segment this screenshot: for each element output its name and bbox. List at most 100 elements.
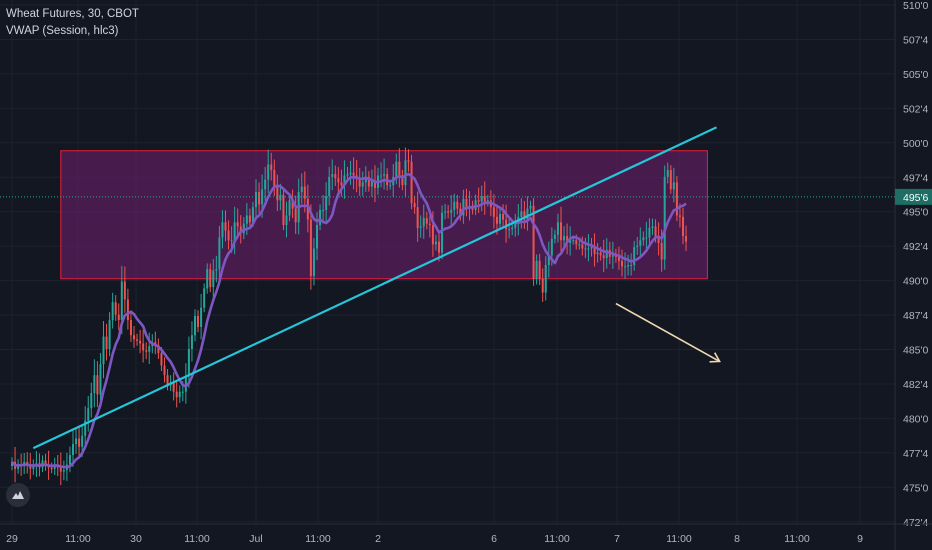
candle-body (678, 215, 681, 217)
y-tick-label: 505'0 (903, 69, 929, 81)
y-tick-label: 475'0 (903, 482, 929, 494)
candle-body (206, 269, 209, 289)
candle-body (105, 336, 108, 350)
candle-body (126, 299, 129, 321)
candle-body (230, 240, 233, 242)
candle-body (425, 218, 428, 224)
candle-body (486, 200, 489, 202)
candle-body (642, 237, 645, 241)
candle-body (590, 247, 593, 249)
candle-body (11, 461, 13, 467)
arrow-head (709, 352, 721, 363)
candle-body (264, 179, 267, 190)
y-tick-label: 510'0 (903, 0, 929, 12)
candle-body (556, 222, 559, 235)
candle-body (538, 260, 541, 279)
candle-body (492, 207, 495, 217)
candle-body (343, 175, 346, 186)
candle-body (361, 182, 364, 187)
candle-body (303, 186, 306, 199)
last-price-label: 495'6 (903, 192, 929, 204)
candle-body (62, 470, 65, 472)
candle-body (93, 375, 96, 394)
candle-body (428, 223, 431, 226)
candle-body (383, 174, 386, 176)
candle-body (251, 207, 254, 223)
x-tick-label: 6 (491, 533, 497, 545)
candle-body (404, 160, 407, 186)
candle-body (17, 464, 20, 469)
y-tick-label: 492'4 (903, 241, 929, 253)
y-tick-label: 500'0 (903, 138, 929, 150)
candle-body (651, 226, 654, 228)
candle-body (624, 266, 627, 268)
candle-body (495, 216, 498, 224)
candle-body (29, 464, 32, 469)
candle-body (480, 196, 483, 202)
y-tick-label: 495'0 (903, 207, 929, 219)
x-tick-label: 11:00 (65, 533, 91, 545)
candle-body (218, 237, 221, 270)
candle-body (550, 238, 553, 256)
candle-body (358, 178, 361, 187)
candle-body (636, 245, 639, 248)
candle-body (505, 219, 508, 230)
candle-body (587, 248, 590, 250)
candle-body (575, 240, 578, 245)
candle-body (682, 216, 684, 237)
candle-body (187, 349, 190, 377)
candle-body (288, 200, 291, 216)
candle-body (334, 174, 337, 179)
projection-arrow[interactable] (615, 302, 720, 363)
x-tick-label: 11:00 (544, 533, 570, 545)
y-tick-label: 507'4 (903, 34, 929, 46)
candle-body (166, 375, 169, 385)
candle-body (72, 444, 74, 456)
candle-body (111, 302, 114, 321)
candle-body (672, 182, 675, 190)
candle-body (50, 467, 53, 469)
candle-body (367, 176, 370, 187)
candle-body (312, 248, 315, 277)
candle-body (621, 260, 623, 267)
candle-body (242, 223, 245, 234)
candle-body (535, 260, 538, 279)
trendline[interactable] (32, 126, 718, 450)
candle-body (675, 182, 678, 216)
candle-body (410, 161, 413, 204)
candle-body (407, 160, 410, 162)
candle-body (190, 335, 193, 350)
y-tick-label: 472'4 (903, 517, 929, 529)
candle-body (547, 255, 550, 266)
candle-body (239, 226, 242, 234)
candle-body (194, 315, 196, 336)
candle-body (175, 391, 178, 398)
candle-body (276, 186, 279, 201)
candle-body (544, 265, 547, 293)
tradingview-logo-icon[interactable] (6, 483, 30, 507)
x-tick-label: 11:00 (305, 533, 331, 545)
candle-body (431, 225, 434, 245)
candle-body (401, 175, 404, 186)
candle-body (447, 211, 450, 213)
candle-body (450, 209, 453, 213)
candle-body (416, 207, 419, 228)
candle-body (633, 247, 636, 266)
candle-body (413, 203, 416, 208)
candle-body (541, 278, 544, 293)
candle-body (627, 265, 630, 267)
candle-body (200, 307, 203, 327)
candle-body (178, 391, 181, 398)
candle-body (508, 229, 511, 231)
candle-body (129, 320, 132, 336)
candle-body (136, 339, 139, 341)
candle-body (560, 222, 562, 241)
candle-body (157, 344, 160, 354)
x-tick-label: 30 (130, 533, 142, 545)
candle-body (261, 189, 264, 205)
candle-body (285, 215, 288, 226)
candle-body (227, 230, 230, 241)
x-tick-label: 11:00 (784, 533, 810, 545)
candle-body (32, 466, 35, 469)
